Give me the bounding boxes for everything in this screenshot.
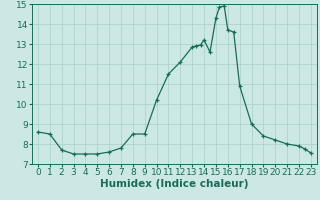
X-axis label: Humidex (Indice chaleur): Humidex (Indice chaleur) — [100, 179, 249, 189]
